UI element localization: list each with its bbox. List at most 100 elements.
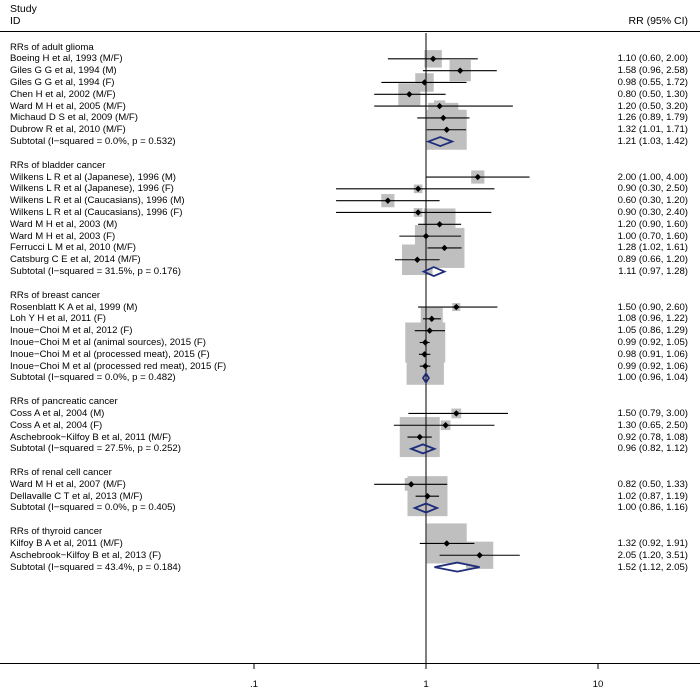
weight-boxes-layer xyxy=(381,50,494,569)
subtotal-label: Subtotal (I−squared = 43.4%, p = 0.184) xyxy=(10,561,181,573)
subtotal-label: Subtotal (I−squared = 0.0%, p = 0.482) xyxy=(10,372,176,384)
x-tick-label: 10 xyxy=(592,679,604,690)
point-estimate-marker xyxy=(414,256,421,263)
point-estimate-marker xyxy=(474,173,481,181)
x-tick-label: .1 xyxy=(249,679,259,690)
point-estimate-marker xyxy=(384,197,392,204)
subtotal-diamond xyxy=(434,561,480,573)
study-label: Catsburg C E et al, 2014 (M/F) xyxy=(10,254,141,266)
x-axis-rule xyxy=(0,663,700,664)
point-estimate-marker xyxy=(406,91,413,98)
study-rr-text: 0.99 (0.92, 1.05) xyxy=(617,337,688,348)
point-estimate-marker xyxy=(476,552,483,559)
point-estimate-marker xyxy=(422,362,429,370)
study-rr-text: 2.00 (1.00, 4.00) xyxy=(617,171,688,183)
study-label: Ward M H et al, 2003 (M) xyxy=(10,218,118,230)
x-tick-label: 1 xyxy=(423,679,429,690)
effect-column-header: RR (95% CI) xyxy=(628,15,688,27)
subtotal-diamond xyxy=(412,502,440,514)
point-estimate-marker xyxy=(443,540,450,547)
study-rr-text: 0.99 (0.92, 1.06) xyxy=(617,360,688,372)
study-label: Aschebrook−Kilfoy B et al, 2011 (M/F) xyxy=(10,431,172,443)
point-estimate-marker xyxy=(421,79,428,86)
subtotal-diamond xyxy=(408,443,437,455)
header-rule xyxy=(0,31,700,32)
point-estimate-marker xyxy=(436,102,443,110)
study-rr-text: 0.89 (0.66, 1.20) xyxy=(617,254,688,266)
study-label: Ward M H et al, 2005 (M/F) xyxy=(10,100,126,112)
study-label: Wilkens L R et al (Japanese), 1996 (F) xyxy=(10,183,174,195)
study-label: Inoue−Choi M et al (processed red meat),… xyxy=(10,360,227,372)
point-estimate-marker xyxy=(407,481,415,488)
id-column-header: ID xyxy=(10,15,21,27)
group-title: RRs of breast cancer xyxy=(10,289,101,301)
subtotal-diamond xyxy=(421,371,431,385)
study-rr-text: 2.05 (1.20, 3.51) xyxy=(617,549,688,561)
point-estimate-marker xyxy=(422,232,430,240)
point-estimate-marker xyxy=(421,351,428,358)
group-title: RRs of pancreatic cancer xyxy=(10,396,118,408)
study-rr-text: 1.30 (0.65, 2.50) xyxy=(617,419,688,431)
subtotal-diamond xyxy=(421,266,447,278)
point-estimate-marker xyxy=(422,339,429,346)
study-rr-text: 0.82 (0.50, 1.33) xyxy=(617,478,688,490)
study-label: Rosenblatt K A et al, 1999 (M) xyxy=(10,301,138,313)
study-label: Ward M H et al, 2003 (F) xyxy=(10,230,116,242)
study-rr-text: 1.05 (0.86, 1.29) xyxy=(617,325,688,337)
study-rr-text: 1.28 (1.02, 1.61) xyxy=(617,242,688,254)
subtotal-label: Subtotal (I−squared = 0.0%, p = 0.532) xyxy=(10,136,176,148)
ci-marks-layer xyxy=(336,55,530,573)
study-label: Coss A et al, 2004 (M) xyxy=(10,407,105,419)
study-rr-text: 0.98 (0.55, 1.72) xyxy=(617,76,688,88)
subtotal-rr-text: 1.00 (0.86, 1.16) xyxy=(617,502,688,514)
subtotal-rr-text: 0.96 (0.82, 1.12) xyxy=(617,443,688,455)
study-label: Chen H et al, 2002 (M/F) xyxy=(10,88,116,100)
subtotal-diamond xyxy=(425,136,455,148)
study-label: Wilkens L R et al (Caucasians), 1996 (F) xyxy=(10,206,183,218)
study-rr-text: 0.92 (0.78, 1.08) xyxy=(617,431,688,443)
reference-lines-layer xyxy=(253,33,599,669)
study-rr-text: 1.08 (0.96, 1.22) xyxy=(617,313,688,325)
group-title: RRs of adult glioma xyxy=(10,41,94,53)
point-estimate-marker xyxy=(416,433,423,441)
study-label: Wilkens L R et al (Caucasians), 1996 (M) xyxy=(10,195,185,207)
point-estimate-marker xyxy=(414,185,422,193)
study-rr-text: 1.32 (0.92, 1.91) xyxy=(617,537,688,549)
point-estimate-marker xyxy=(426,327,433,334)
point-estimate-marker xyxy=(456,67,464,74)
study-label: Aschebrook−Kilfoy B et al, 2013 (F) xyxy=(10,549,162,561)
study-label: Wilkens L R et al (Japanese), 1996 (M) xyxy=(10,171,177,183)
study-rr-text: 1.20 (0.90, 1.60) xyxy=(617,218,688,230)
point-estimate-marker xyxy=(428,315,435,323)
study-rr-text: 0.60 (0.30, 1.20) xyxy=(617,195,688,207)
subtotal-rr-text: 1.52 (1.12, 2.05) xyxy=(617,561,688,573)
point-estimate-marker xyxy=(442,422,449,429)
study-rr-text: 0.98 (0.91, 1.06) xyxy=(617,348,688,360)
study-label: Inoue−Choi M et al (processed meat), 201… xyxy=(10,348,210,360)
study-label: Inoue−Choi M et al (animal sources), 201… xyxy=(10,337,206,348)
study-label: Giles G G et al, 1994 (F) xyxy=(10,76,115,88)
point-estimate-marker xyxy=(436,221,443,228)
point-estimate-marker xyxy=(443,126,450,133)
study-rr-text: 1.58 (0.96, 2.58) xyxy=(617,65,688,77)
study-rr-text: 0.90 (0.30, 2.50) xyxy=(617,183,688,195)
group-title: RRs of thyroid cancer xyxy=(10,526,103,538)
study-label: Coss A et al, 2004 (F) xyxy=(10,419,103,431)
subtotal-rr-text: 1.11 (0.97, 1.28) xyxy=(618,266,688,278)
point-estimate-marker xyxy=(441,244,448,252)
subtotal-label: Subtotal (I−squared = 27.5%, p = 0.252) xyxy=(10,443,181,455)
study-rr-text: 1.02 (0.87, 1.19) xyxy=(617,490,688,502)
study-label: Kilfoy B A et al, 2011 (M/F) xyxy=(10,537,123,549)
study-column-header: Study xyxy=(10,3,37,15)
subtotal-rr-text: 1.00 (0.96, 1.04) xyxy=(617,372,688,384)
subtotal-rr-text: 1.21 (1.03, 1.42) xyxy=(617,136,688,148)
point-estimate-marker xyxy=(453,410,460,417)
study-rr-text: 1.20 (0.50, 3.20) xyxy=(617,100,688,112)
point-estimate-marker xyxy=(424,492,431,500)
study-label: Dubrow R et al, 2010 (M/F) xyxy=(10,124,126,136)
group-title: RRs of renal cell cancer xyxy=(10,467,112,479)
study-rr-text: 0.90 (0.30, 2.40) xyxy=(617,206,688,218)
study-label: Michaud D S et al, 2009 (M/F) xyxy=(10,112,138,124)
study-rr-text: 1.32 (1.01, 1.71) xyxy=(617,124,688,136)
